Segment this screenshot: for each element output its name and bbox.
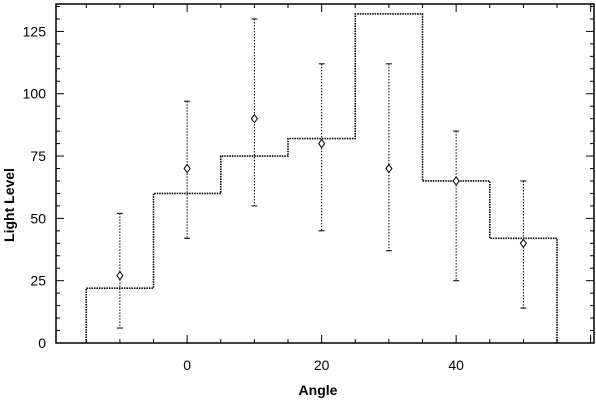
errorbar-point [250,18,259,207]
y-tick-label: 0 [38,335,46,351]
tick-labels-layer: 0 20 40 0 25 50 75 100 125 [23,23,464,373]
plot-frame [55,3,595,344]
errorbar-point [116,212,124,329]
diamond-marker [116,270,124,281]
diamond-marker [250,113,259,124]
x-tick-label: 40 [448,357,464,373]
errorbar-point [452,130,460,282]
errorbar-point [385,63,393,252]
diamond-marker [452,176,460,186]
errorbar-point [318,63,326,232]
diamond-marker [385,163,393,174]
errorbar-point [519,180,528,309]
y-tick-label: 100 [23,86,47,102]
y-axis-title: Light Level [1,168,17,242]
x-axis-title: Angle [299,382,338,398]
ticks-layer [56,4,594,344]
step-histogram-line [85,13,558,343]
y-tick-label: 25 [30,273,46,289]
y-tick-label: 75 [30,148,46,164]
y-tick-label: 50 [30,210,46,226]
x-tick-label: 0 [183,357,191,373]
step-layer [85,13,558,343]
errorbar-layer [116,18,528,329]
errorbar-point [183,100,191,239]
diamond-marker [183,163,191,174]
y-tick-label: 125 [23,23,47,39]
diamond-marker [318,138,326,149]
diamond-marker [519,238,528,249]
x-tick-label: 20 [314,357,330,373]
